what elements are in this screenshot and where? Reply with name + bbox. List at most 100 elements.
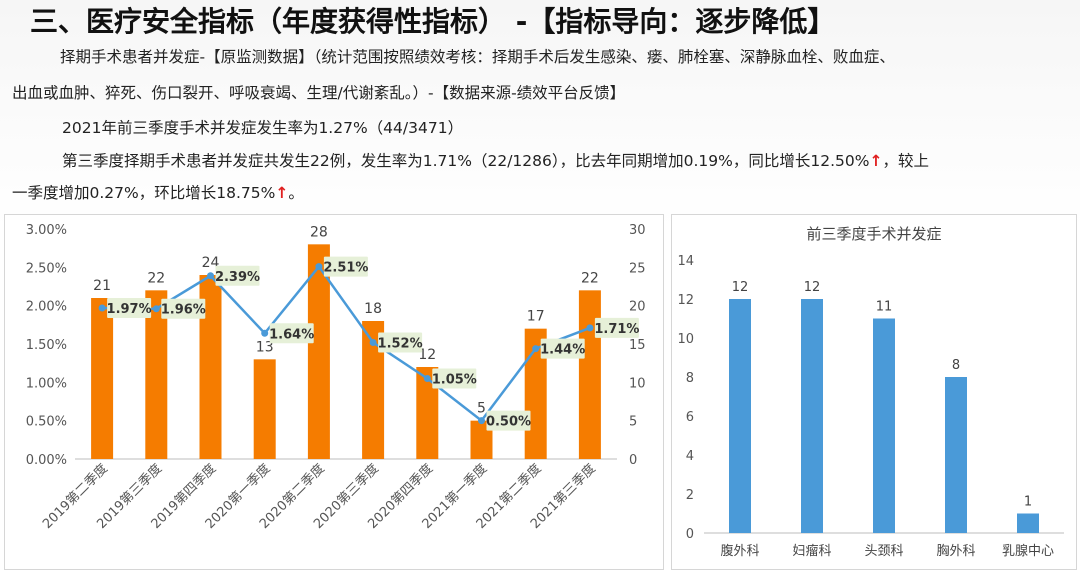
bar-value-label: 11 xyxy=(876,300,893,315)
bar-value-label: 13 xyxy=(256,339,274,355)
bar xyxy=(199,275,222,459)
rate-label-box xyxy=(432,368,477,389)
rate-point xyxy=(586,324,594,332)
bar xyxy=(801,299,823,533)
paragraph-q3-line1: 第三季度择期手术患者并发症共发生22例，发生率为1.71%（22/1286），比… xyxy=(12,150,1080,172)
rate-label-box xyxy=(378,332,423,353)
rate-label-box xyxy=(215,265,260,286)
bar xyxy=(873,318,895,533)
right-tick-label: 5 xyxy=(629,415,637,430)
rate-point xyxy=(207,272,214,280)
rate-label: 1.71% xyxy=(594,322,639,337)
bar xyxy=(578,290,601,459)
bar xyxy=(253,359,276,459)
rate-point xyxy=(152,305,160,313)
left-tick-label: 2.00% xyxy=(26,300,67,315)
right-tick-label: 10 xyxy=(629,376,646,391)
rate-label-box xyxy=(323,256,368,277)
rate-label-box xyxy=(269,323,314,344)
right-tick-label: 30 xyxy=(629,223,646,238)
rate-point xyxy=(423,375,431,382)
paragraph-scope-line1: 择期手术患者并发症-【原监测数据】（统计范围按照绩效考核：择期手术后发生感染、瘘… xyxy=(60,48,895,66)
bar xyxy=(945,377,967,533)
right-tick-label: 20 xyxy=(629,300,646,315)
rate-point xyxy=(261,329,269,337)
rate-label: 2.39% xyxy=(215,270,260,285)
rate-label-box xyxy=(594,317,639,338)
bar xyxy=(307,244,330,459)
rate-point xyxy=(98,304,106,312)
bar-value-label: 12 xyxy=(732,280,749,295)
bar-value-label: 22 xyxy=(147,270,165,286)
rate-label: 1.96% xyxy=(161,303,206,318)
page-title: 三、医疗安全指标（年度获得性指标） -【指标导向：逐步降低】 xyxy=(30,5,836,38)
rate-label: 1.05% xyxy=(432,373,477,388)
rate-label: 1.44% xyxy=(540,343,585,358)
bar-value-label: 8 xyxy=(952,358,960,373)
y-tick-label: 0 xyxy=(686,527,694,542)
left-tick-label: 1.50% xyxy=(26,338,67,353)
left-tick-label: 1.00% xyxy=(26,376,67,391)
bar-value-label: 12 xyxy=(418,347,436,363)
bar-value-label: 12 xyxy=(804,280,821,295)
rate-label: 1.64% xyxy=(269,327,314,342)
q3-line2-tail: 。 xyxy=(288,184,304,202)
bar-value-label: 21 xyxy=(93,278,111,294)
bar xyxy=(362,321,385,459)
trend-chart: 0.00% 0.50% 1.00% 1.50% 2.00% 2.50% 3.00% 0 5 10 1… xyxy=(26,223,646,532)
paragraph-scope-line2: 出血或血肿、猝死、伤口裂开、呼吸衰竭、生理/代谢紊乱。）-【数据来源-绩效平台反… xyxy=(12,84,626,102)
bar-value-label: 1 xyxy=(1024,495,1032,510)
category-label: 腹外科 xyxy=(720,543,759,559)
chart-title: 前三季度手术并发症 xyxy=(806,225,941,243)
rate-label: 2.51% xyxy=(323,261,368,276)
right-tick-label: 0 xyxy=(629,453,637,468)
bar xyxy=(416,367,439,459)
left-tick-label: 0.00% xyxy=(26,453,67,468)
bar-value-label: 17 xyxy=(527,309,545,325)
bar xyxy=(729,299,751,533)
up-arrow-icon: ↑ xyxy=(869,152,883,170)
bar-value-label: 18 xyxy=(364,301,382,317)
bar-value-label: 28 xyxy=(310,224,328,240)
department-chart-panel: 前三季度手术并发症 0 2 4 6 8 10 12 14 12 12 11 8 1 腹外科 妇瘤科 头颈科 胸外科… xyxy=(671,214,1077,570)
paragraph-ytd-rate: 2021年前三季度手术并发症发生率为1.27%（44/3471） xyxy=(62,119,464,137)
category-label: 胸外科 xyxy=(936,544,975,559)
rate-label: 0.50% xyxy=(486,415,531,430)
rate-label-box xyxy=(107,297,152,318)
rate-label: 1.52% xyxy=(378,336,423,351)
rate-label-box xyxy=(486,410,531,431)
bar xyxy=(1017,513,1039,533)
rate-label-box xyxy=(540,338,585,359)
category-label: 乳腺中心 xyxy=(1002,544,1054,559)
rate-point xyxy=(315,263,323,271)
up-arrow-icon: ↑ xyxy=(275,184,289,202)
y-tick-label: 4 xyxy=(686,449,694,464)
right-tick-label: 15 xyxy=(629,338,646,353)
rate-line xyxy=(102,264,591,423)
bar xyxy=(91,298,114,459)
department-chart: 前三季度手术并发症 0 2 4 6 8 10 12 14 12 12 11 8 1 腹外科 妇瘤科 头颈科 胸外科… xyxy=(677,225,1064,559)
trend-chart-panel: 0.00% 0.50% 1.00% 1.50% 2.00% 2.50% 3.00% 0 5 10 1… xyxy=(4,214,664,570)
bar-value-label: 5 xyxy=(477,401,486,417)
right-tick-label: 25 xyxy=(629,261,646,276)
bar-value-label: 22 xyxy=(581,270,599,286)
left-tick-label: 3.00% xyxy=(26,223,67,238)
y-tick-label: 12 xyxy=(677,293,694,308)
rate-label-box xyxy=(161,298,206,319)
rate-point xyxy=(369,338,377,346)
left-tick-label: 0.50% xyxy=(26,415,67,430)
y-tick-label: 6 xyxy=(686,410,694,425)
left-tick-label: 2.50% xyxy=(26,261,67,276)
y-tick-label: 8 xyxy=(686,371,694,386)
q3-line1-tail: ，较上 xyxy=(882,152,929,170)
bar xyxy=(145,290,168,459)
y-tick-label: 14 xyxy=(677,254,694,269)
category-label: 头颈科 xyxy=(864,544,903,559)
category-label: 妇瘤科 xyxy=(792,543,831,559)
y-tick-label: 2 xyxy=(686,488,694,503)
q3-line1-text: 第三季度择期手术患者并发症共发生22例，发生率为1.71%（22/1286），比… xyxy=(62,152,870,170)
y-tick-label: 10 xyxy=(677,332,694,347)
rate-point xyxy=(532,345,540,353)
paragraph-q3-line2: 一季度增加0.27%，环比增长18.75%↑。 xyxy=(12,182,1070,204)
bar-value-label: 24 xyxy=(202,255,220,271)
